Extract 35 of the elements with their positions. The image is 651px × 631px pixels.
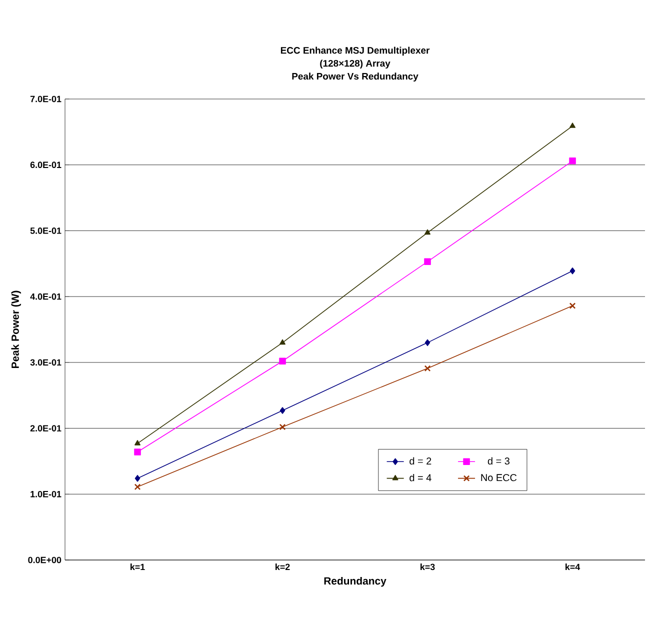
y-tick-label: 6.0E-01 [30,162,62,168]
point [280,424,286,430]
point [424,365,430,372]
point [280,407,286,414]
point [424,229,430,235]
x-tick-label: k=1 [130,564,145,570]
y-tick-label: 1.0E-01 [30,490,62,498]
point [570,122,576,128]
x-axis-title: Redundancy [324,576,386,587]
legend-label: d = 4 [410,474,432,482]
point [569,158,576,164]
legend-label: No ECC [481,474,517,482]
point [134,440,140,446]
point [570,302,576,309]
point [134,448,141,456]
y-tick-label: 7.0E-01 [30,96,62,102]
x-tick-label: k=3 [420,564,435,570]
point [134,474,140,482]
y-tick-label: 4.0E-01 [30,293,62,300]
chart-title: ECC Enhance MSJ Demultiplexer (128×128) Array Peak Power Vs Redundancy [280,46,430,82]
y-tick-label: 2.0E-01 [30,425,62,432]
legend-label: d = 2 [410,457,432,465]
point [424,258,431,266]
legend-label: d = 3 [488,457,510,465]
y-tick-label: 0.0E+00 [28,556,62,564]
point [570,268,576,274]
y-tick-label: 3.0E-01 [30,359,62,366]
point [424,339,430,346]
y-axis-title: Peak Power (W) [11,290,21,368]
x-tick-label: k=4 [566,564,580,570]
y-tick-label: 5.0E-01 [30,228,62,234]
point [134,484,140,490]
point [280,339,286,345]
point [279,358,286,364]
x-tick-label: k=2 [276,564,290,570]
